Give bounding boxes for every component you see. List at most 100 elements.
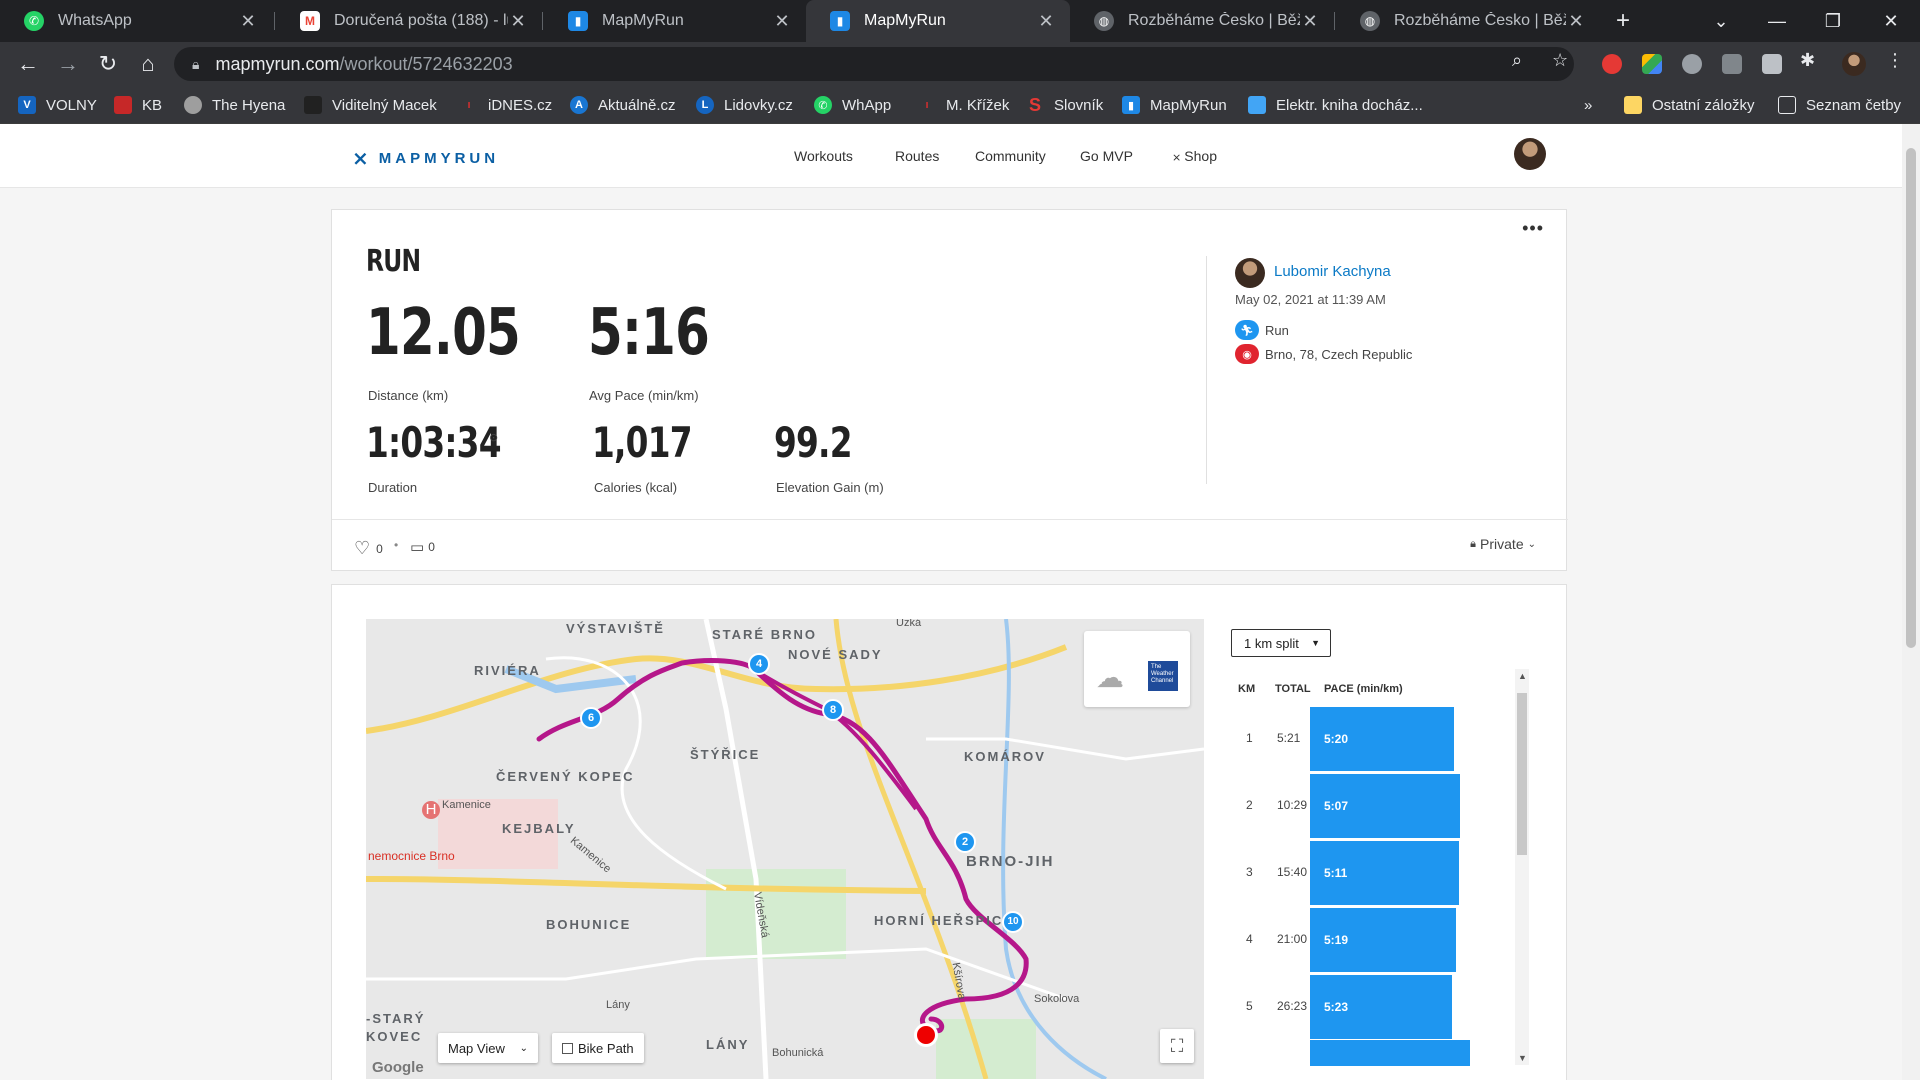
reload-icon[interactable]: ↻ [98, 51, 118, 76]
page-scroll-thumb[interactable] [1906, 148, 1916, 648]
like-button[interactable]: ♡ 0 [354, 538, 383, 559]
route-marker[interactable]: 8 [822, 699, 844, 721]
scroll-up-icon[interactable]: ▲ [1518, 671, 1527, 681]
star-icon[interactable]: ☆ [1552, 50, 1569, 70]
bookmark-aktualne[interactable]: A Aktuálně.cz [570, 86, 676, 124]
zoom-icon[interactable]: ⌕ [1512, 50, 1523, 70]
tab-rozbehame-1[interactable]: ◍ Rozběháme Česko | Běžecký ✕ [1070, 0, 1334, 42]
split-select[interactable]: 1 km split ▼ [1231, 629, 1331, 657]
duration-info-icon[interactable]: ⊙ [489, 432, 499, 444]
route-marker[interactable]: 10 [1002, 911, 1024, 933]
tab-mapmyrun-active[interactable]: ▮ MapMyRun ✕ [806, 0, 1070, 42]
close-icon[interactable]: ✕ [1038, 10, 1054, 31]
close-icon[interactable]: ✕ [510, 10, 526, 31]
weather-widget[interactable]: ☁ The Weather Channel [1084, 631, 1190, 707]
globe-icon: ◍ [1094, 11, 1114, 31]
scroll-thumb[interactable] [1517, 693, 1527, 855]
close-icon[interactable]: ✕ [240, 10, 256, 31]
bookmark-kb[interactable]: KB [114, 86, 162, 124]
forward-icon[interactable]: → [57, 51, 79, 76]
extension-image-icon[interactable] [1762, 54, 1782, 74]
page-scrollbar[interactable] [1902, 124, 1920, 1080]
route-marker[interactable]: 4 [748, 653, 770, 675]
nav-shop[interactable]: ⨯ Shop [1172, 148, 1217, 164]
map-view-select[interactable]: Map View ⌄ [438, 1033, 538, 1063]
address-bar[interactable]: 🔒︎ mapmyrun.com/workout/5724632203 [174, 47, 1574, 81]
bookmark-elektr-kniha[interactable]: Elektr. kniha docház... [1248, 86, 1423, 124]
hospital-icon: H [422, 801, 440, 819]
tab-gmail[interactable]: M Doručená pošta (188) - lubo ✕ [276, 0, 542, 42]
window-close-icon[interactable]: ✕ [1883, 10, 1899, 31]
other-bookmarks-folder[interactable]: Ostatní záložky [1624, 86, 1755, 124]
splits-scrollbar[interactable]: ▲ ▼ [1515, 669, 1529, 1065]
close-icon[interactable]: ✕ [1302, 10, 1318, 31]
back-icon[interactable]: ← [17, 51, 39, 76]
fullscreen-icon[interactable]: ⛶ [1160, 1029, 1194, 1063]
restore-icon[interactable]: ❐ [1824, 10, 1842, 31]
under-armour-logo-icon: ⨯ [352, 148, 369, 170]
splits-header-pace: PACE (min/km) [1324, 683, 1403, 695]
bookmark-idnes[interactable]: ı iDNES.cz [460, 86, 552, 124]
kb-icon [114, 96, 132, 114]
checkbox-icon[interactable] [562, 1042, 573, 1054]
map-area-label: LÁNY [706, 1037, 750, 1052]
bike-path-toggle[interactable]: Bike Path [552, 1033, 644, 1063]
bookmark-label: Aktuálně.cz [598, 96, 676, 114]
split-total: 26:23 [1277, 999, 1308, 1013]
menu-kebab-icon[interactable]: ⋮ [1886, 50, 1904, 70]
user-avatar[interactable] [1235, 258, 1265, 288]
split-total: 15:40 [1277, 865, 1308, 879]
route-marker[interactable]: 6 [580, 707, 602, 729]
extensions-puzzle-icon[interactable]: ✱ [1800, 50, 1816, 70]
tab-whatsapp[interactable]: ✆ WhatsApp ✕ [0, 0, 272, 42]
map-area-label: STARÉ BRNO [712, 627, 817, 642]
volny-icon: V [18, 96, 36, 114]
minimize-icon[interactable]: — [1768, 10, 1786, 31]
bookmark-label: KB [142, 96, 163, 114]
close-icon[interactable]: ✕ [1568, 10, 1584, 31]
new-tab-icon[interactable]: + [1615, 7, 1630, 34]
map-street-label: Lány [606, 999, 630, 1011]
map-street-label: Úzká [896, 619, 922, 629]
close-icon[interactable]: ✕ [774, 10, 790, 31]
bookmark-m-krizek[interactable]: ı M. Křížek [918, 86, 1009, 124]
pace-label: Avg Pace (min/km) [589, 388, 699, 403]
bookmark-viditelny-macek[interactable]: Viditelný Macek [304, 86, 437, 124]
tab-title: Rozběháme Česko | Běžecký [1394, 12, 1566, 29]
comment-button[interactable]: ▭ 0 [410, 538, 435, 556]
bookmarks-overflow-button[interactable]: » [1584, 96, 1593, 114]
user-name-link[interactable]: Lubomir Kachyna [1274, 263, 1391, 280]
nav-community[interactable]: Community [975, 148, 1046, 164]
tab-search-icon[interactable]: ⌄ [1713, 10, 1729, 31]
bookmark-slovnik[interactable]: S Slovník [1026, 86, 1103, 124]
more-options-icon[interactable]: ••• [1522, 218, 1544, 238]
nav-workouts[interactable]: Workouts [794, 148, 853, 164]
user-avatar[interactable] [1514, 138, 1546, 170]
tab-rozbehame-2[interactable]: ◍ Rozběháme Česko | Běžecký ✕ [1336, 0, 1600, 42]
location-label: Brno, 78, Czech Republic [1265, 346, 1413, 362]
bookmark-lidovky[interactable]: L Lidovky.cz [696, 86, 793, 124]
vertical-divider [1206, 256, 1207, 484]
mapmyrun-logo[interactable]: ⨯ MAPMYRUN [352, 146, 499, 171]
scroll-down-icon[interactable]: ▼ [1518, 1053, 1527, 1063]
nav-go-mvp[interactable]: Go MVP [1080, 148, 1133, 164]
extension-hand-icon[interactable] [1602, 54, 1622, 74]
route-end-marker[interactable] [914, 1023, 938, 1047]
reading-list-button[interactable]: Seznam četby [1778, 86, 1901, 124]
profile-avatar[interactable] [1842, 52, 1866, 76]
split-select-label: 1 km split [1244, 635, 1299, 651]
bookmark-mapmyrun[interactable]: ▮ MapMyRun [1122, 86, 1227, 124]
route-map[interactable]: VÝSTAVIŠTĚ STARÉ BRNO NOVÉ SADY RIVIÉRA … [366, 619, 1204, 1079]
bookmark-whapp[interactable]: ✆ WhApp [814, 86, 891, 124]
tab-mapmyrun[interactable]: ▮ MapMyRun ✕ [544, 0, 806, 42]
extension-g-icon[interactable] [1722, 54, 1742, 74]
route-marker[interactable]: 2 [954, 831, 976, 853]
nav-routes[interactable]: Routes [895, 148, 940, 164]
home-icon[interactable]: ⌂ [141, 51, 155, 76]
google-drive-icon[interactable] [1642, 54, 1662, 74]
extension-circle-icon[interactable] [1682, 54, 1702, 74]
bookmark-the-hyena[interactable]: The Hyena [184, 86, 285, 124]
google-logo: Google [372, 1059, 424, 1076]
privacy-dropdown[interactable]: 🔒︎ Private ⌄ [1470, 536, 1536, 552]
bookmark-volny[interactable]: V VOLNY [18, 86, 97, 124]
